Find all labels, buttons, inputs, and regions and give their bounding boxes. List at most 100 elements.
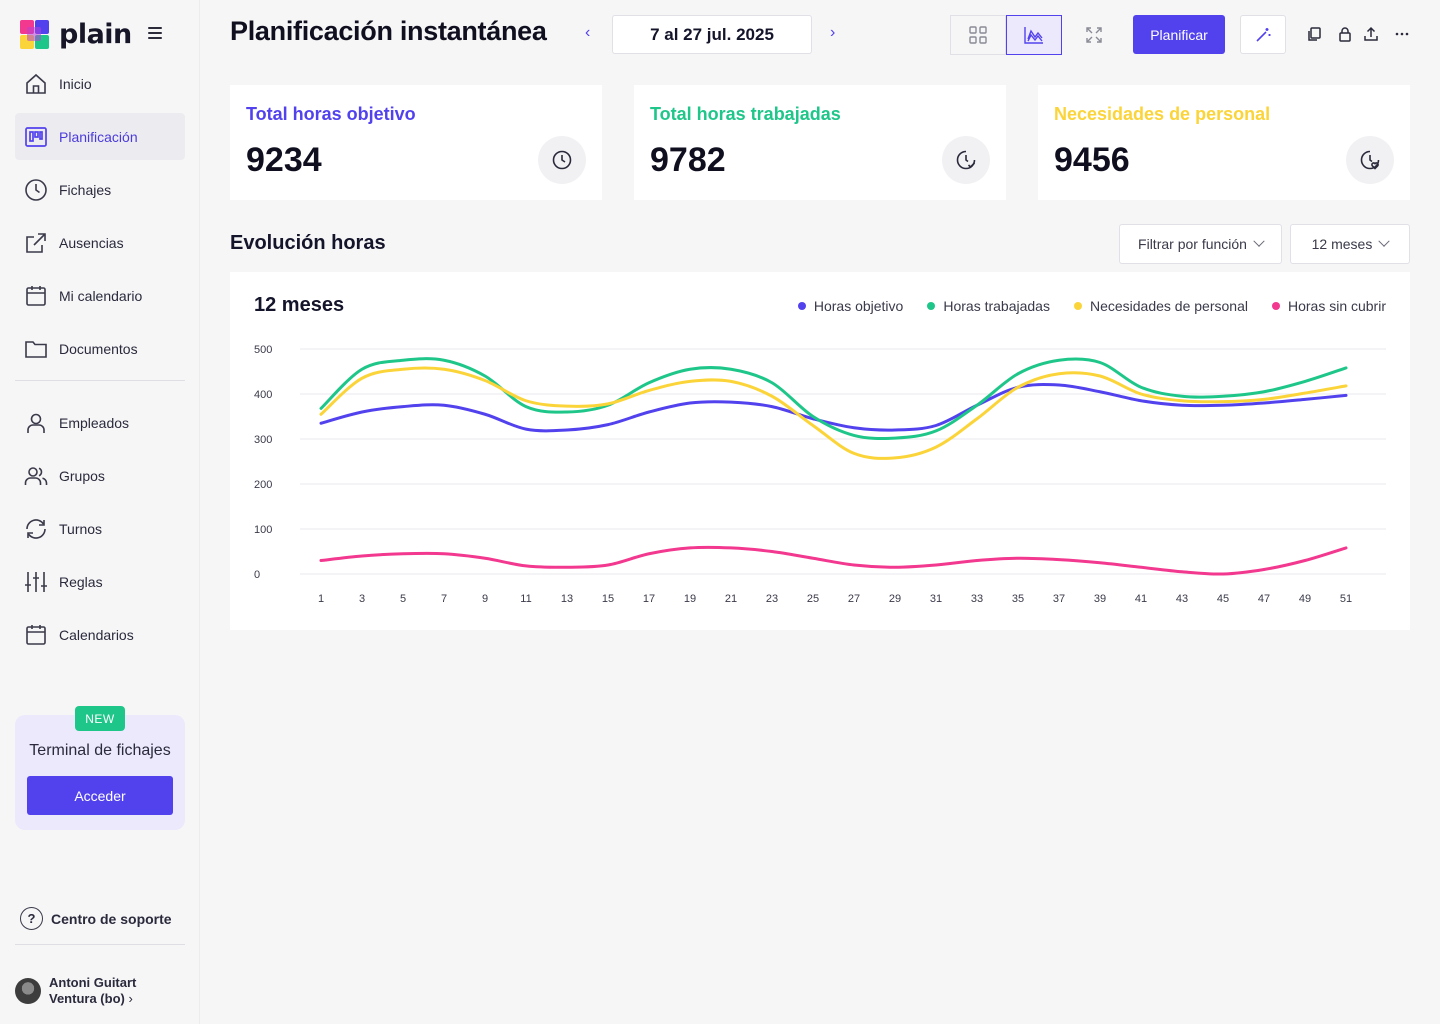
sidebar-item-calendarios[interactable]: Calendarios bbox=[15, 611, 185, 658]
sidebar-item-label: Reglas bbox=[59, 573, 103, 590]
y-tick-label: 100 bbox=[254, 524, 272, 536]
series-line-3 bbox=[319, 545, 1348, 576]
x-tick-label: 1 bbox=[318, 593, 324, 605]
kpi-value: 9456 bbox=[1054, 141, 1130, 179]
users-icon bbox=[24, 464, 48, 488]
logo-text: plain bbox=[59, 18, 132, 50]
period-filter-dropdown[interactable]: 12 meses bbox=[1290, 224, 1410, 264]
support-link[interactable]: ? Centro de soporte bbox=[20, 907, 172, 930]
x-tick-label: 11 bbox=[520, 593, 531, 605]
page-title: Planificación instantánea bbox=[230, 16, 547, 46]
kpi-label: Necesidades de personal bbox=[1054, 104, 1271, 124]
x-tick-label: 39 bbox=[1094, 593, 1106, 605]
clock-icon bbox=[538, 136, 586, 184]
legend-item[interactable]: Horas trabajadas bbox=[927, 298, 1050, 314]
sidebar-item-documentos[interactable]: Documentos bbox=[15, 325, 185, 372]
sidebar-item-mi-calendario[interactable]: Mi calendario bbox=[15, 272, 185, 319]
support-label: Centro de soporte bbox=[51, 910, 172, 927]
chevron-down-icon bbox=[1253, 235, 1265, 247]
help-icon: ? bbox=[20, 907, 43, 930]
x-tick-label: 5 bbox=[400, 593, 406, 605]
kpi-card-necesidades-personal: Necesidades de personal 9456 bbox=[1038, 85, 1410, 200]
fullscreen-icon[interactable] bbox=[1083, 24, 1105, 46]
y-tick-label: 300 bbox=[254, 434, 272, 446]
x-tick-label: 33 bbox=[971, 593, 983, 605]
sidebar-item-planificacion[interactable]: Planificación bbox=[15, 113, 185, 160]
clock-check-icon bbox=[942, 136, 990, 184]
series-line-2 bbox=[319, 366, 1348, 460]
sidebar-item-label: Empleados bbox=[59, 414, 130, 431]
series-line-0 bbox=[319, 382, 1348, 433]
function-filter-label: Filtrar por función bbox=[1138, 236, 1247, 252]
sliders-icon bbox=[24, 570, 48, 594]
new-badge: NEW bbox=[75, 706, 125, 731]
copy-icon[interactable] bbox=[1306, 26, 1322, 42]
planificar-button[interactable]: Planificar bbox=[1133, 15, 1225, 54]
user-menu[interactable]: Antoni Guitart Ventura (bo) › bbox=[15, 975, 136, 1007]
sidebar-item-ausencias[interactable]: Ausencias bbox=[15, 219, 185, 266]
next-period-icon[interactable]: › bbox=[830, 24, 836, 41]
folder-icon bbox=[24, 337, 48, 361]
x-tick-label: 13 bbox=[561, 593, 573, 605]
grid-view-button[interactable] bbox=[950, 15, 1006, 55]
x-tick-label: 27 bbox=[848, 593, 860, 605]
sidebar-item-empleados[interactable]: Empleados bbox=[15, 399, 185, 446]
calendar-icon bbox=[24, 284, 48, 308]
legend-dot bbox=[797, 302, 806, 310]
sidebar-item-label: Mi calendario bbox=[59, 287, 143, 304]
legend-item[interactable]: Necesidades de personal bbox=[1073, 298, 1248, 314]
legend-label: Horas sin cubrir bbox=[1287, 298, 1386, 314]
menu-toggle-icon[interactable] bbox=[148, 27, 162, 39]
rotate-icon bbox=[24, 517, 48, 541]
grid-icon bbox=[969, 26, 987, 44]
x-tick-label: 37 bbox=[1053, 593, 1065, 605]
period-filter-label: 12 meses bbox=[1311, 236, 1373, 252]
terminal-promo-card: NEW Terminal de fichajes Acceder bbox=[15, 706, 185, 830]
sidebar-divider bbox=[15, 944, 185, 945]
legend-dot bbox=[927, 302, 936, 310]
chart-view-button[interactable] bbox=[1006, 15, 1062, 55]
kpi-label: Total horas trabajadas bbox=[650, 104, 841, 124]
x-tick-label: 21 bbox=[725, 593, 737, 605]
x-tick-label: 51 bbox=[1340, 593, 1352, 605]
sidebar-item-grupos[interactable]: Grupos bbox=[15, 452, 185, 499]
x-tick-label: 3 bbox=[359, 593, 365, 605]
magic-wand-button[interactable] bbox=[1240, 15, 1286, 54]
sidebar: plain Inicio Planificación Fichajes Ause… bbox=[0, 0, 200, 1024]
legend-item[interactable]: Horas objetivo bbox=[797, 298, 903, 314]
upload-icon[interactable] bbox=[1363, 26, 1379, 42]
clock-heart-icon bbox=[1346, 136, 1394, 184]
chart-legend: Horas objetivo Horas trabajadas Necesidade… bbox=[774, 298, 1386, 314]
x-tick-label: 23 bbox=[766, 593, 778, 605]
x-tick-label: 19 bbox=[684, 593, 696, 605]
date-range-picker[interactable]: 7 al 27 jul. 2025 bbox=[612, 15, 812, 54]
logo[interactable]: plain bbox=[20, 18, 180, 50]
sidebar-item-label: Fichajes bbox=[59, 181, 112, 198]
sidebar-item-label: Inicio bbox=[59, 75, 92, 92]
acceder-button[interactable]: Acceder bbox=[27, 776, 173, 815]
calendar-icon bbox=[24, 623, 48, 647]
series-line-1 bbox=[319, 357, 1348, 441]
sidebar-nav: Inicio Planificación Fichajes Ausencias … bbox=[15, 60, 185, 664]
sidebar-item-inicio[interactable]: Inicio bbox=[15, 60, 185, 107]
lock-icon[interactable] bbox=[1337, 26, 1353, 42]
function-filter-dropdown[interactable]: Filtrar por función bbox=[1119, 224, 1282, 264]
more-options-icon[interactable] bbox=[1394, 26, 1410, 42]
kpi-card-horas-objetivo: Total horas objetivo 9234 bbox=[230, 85, 602, 200]
sidebar-item-fichajes[interactable]: Fichajes bbox=[15, 166, 185, 213]
nav-divider bbox=[15, 380, 185, 381]
promo-title: Terminal de fichajes bbox=[29, 742, 171, 759]
sidebar-item-reglas[interactable]: Reglas bbox=[15, 558, 185, 605]
y-tick-label: 0 bbox=[254, 569, 260, 581]
legend-dot bbox=[1073, 302, 1082, 310]
x-tick-label: 45 bbox=[1217, 593, 1229, 605]
sidebar-item-turnos[interactable]: Turnos bbox=[15, 505, 185, 552]
legend-label: Horas trabajadas bbox=[943, 298, 1050, 314]
view-toggle bbox=[950, 15, 1062, 55]
y-tick-label: 500 bbox=[254, 344, 272, 356]
previous-period-icon[interactable]: ‹ bbox=[585, 24, 591, 41]
chevron-down-icon bbox=[1378, 235, 1391, 247]
kpi-label: Total horas objetivo bbox=[246, 104, 416, 124]
legend-item[interactable]: Horas sin cubrir bbox=[1271, 298, 1386, 314]
legend-dot bbox=[1271, 302, 1280, 310]
